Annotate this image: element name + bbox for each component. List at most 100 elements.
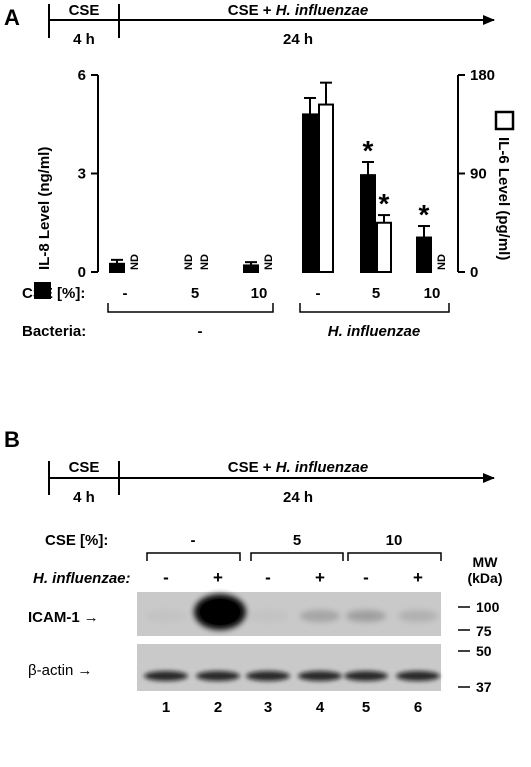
- bracket-b-cse-5: [250, 552, 344, 561]
- panel-a-label: A: [4, 5, 20, 30]
- lane-number: 4: [316, 699, 325, 716]
- timeline-b-cse-label: CSE: [69, 459, 100, 476]
- bracket-b-cse-0: [146, 552, 241, 561]
- icam-band: [398, 610, 438, 622]
- lane-number: 6: [414, 699, 422, 716]
- il8-bar: [302, 113, 318, 274]
- lane-number: 5: [362, 699, 370, 716]
- panel-b-timeline: CSE 4 h CSE + H. influenzae 24 h: [48, 459, 495, 506]
- nd-label: ND: [263, 254, 275, 270]
- actin-bands: [144, 671, 440, 681]
- timeline-b-24h-label: 24 h: [283, 489, 313, 506]
- nd-label: ND: [129, 254, 141, 270]
- panel-a-timeline: CSE 4 h CSE + H. influenzae 24 h: [48, 2, 495, 48]
- hi-sign: -: [163, 568, 169, 587]
- mw-label: MW: [473, 554, 499, 570]
- timeline-b-4h-label: 4 h: [73, 489, 95, 506]
- right-tick-label: 180: [470, 67, 495, 84]
- significance-star: *: [379, 188, 390, 219]
- panel-a-cse-values: - 5 10 - 5 10: [123, 285, 441, 302]
- mw-37: 37: [476, 679, 492, 695]
- kda-label: (kDa): [467, 570, 502, 586]
- right-tick-label: 0: [470, 264, 478, 281]
- lane-number: 1: [162, 699, 170, 716]
- actin-blot-strip: [137, 644, 441, 691]
- icam-blot-strip: [137, 592, 441, 636]
- timeline-24h-label: 24 h: [283, 31, 313, 48]
- bracket-b-cse-10: [347, 552, 442, 561]
- lane-numbers: 1 2 3 4 5 6: [162, 699, 422, 716]
- timeline-cse-label: CSE: [69, 2, 100, 19]
- hi-sign: -: [363, 568, 369, 587]
- panel-a-bars: ND**ND ND ND*ND: [109, 81, 448, 274]
- il8-bar: [243, 264, 259, 273]
- icam-band: [346, 610, 386, 622]
- actin-band: [196, 671, 240, 681]
- panel-b-hi-values: - + - + - +: [163, 568, 423, 587]
- lane-number: 3: [264, 699, 272, 716]
- panel-a-cse-row-label: CSE [%]:: [22, 285, 85, 302]
- mw-75: 75: [476, 623, 492, 639]
- hi-sign: +: [213, 568, 223, 587]
- actin-band: [246, 671, 290, 681]
- il6-legend-swatch: [494, 110, 515, 131]
- left-tick-label: 3: [78, 166, 86, 183]
- nd-label: ND: [183, 254, 195, 270]
- panel-b-hi-row-label: H. influenzae:: [33, 570, 131, 587]
- cse-value: -: [123, 285, 128, 302]
- timeline-b-cse-hi-label: CSE + H. influenzae: [228, 459, 368, 476]
- cse-value: 5: [372, 285, 380, 302]
- actin-band: [144, 671, 188, 681]
- panel-b-cse-10: 10: [386, 532, 403, 549]
- left-tick-label: 6: [78, 67, 86, 84]
- mw-100: 100: [476, 599, 500, 615]
- actin-row-label: β-actin →: [28, 662, 92, 679]
- icam-row-label: ICAM-1 →: [28, 609, 99, 626]
- il8-legend-swatch: [34, 282, 51, 299]
- panel-a-bacteria-row-label: Bacteria:: [22, 323, 86, 340]
- actin-band: [344, 671, 388, 681]
- hi-sign: +: [315, 568, 325, 587]
- mw-markers: 100 75 50 37: [458, 599, 500, 695]
- right-tick-label: 90: [470, 166, 487, 183]
- significance-star: *: [419, 199, 430, 230]
- significance-star: *: [363, 135, 374, 166]
- hi-sign: +: [413, 568, 423, 587]
- icam-bands: [146, 594, 438, 630]
- hi-sign: -: [265, 568, 271, 587]
- bacteria-hi-label: H. influenzae: [328, 323, 421, 340]
- panel-a-group-brackets: [107, 303, 450, 313]
- il6-bar: [376, 221, 392, 273]
- nd-label: ND: [199, 254, 211, 270]
- axis-ticks: 0 3 6 0 90 180: [78, 67, 495, 281]
- cse-value: 10: [251, 285, 268, 302]
- actin-band: [298, 671, 342, 681]
- left-tick-label: 0: [78, 264, 86, 281]
- icam-band: [146, 610, 186, 622]
- icam-band-core: [200, 599, 240, 625]
- il8-bar: [416, 236, 432, 273]
- panel-a-axes: 0 3 6 0 90 180 IL-8 Level (ng/ml) IL-6 Level …: [34, 67, 515, 299]
- timeline-cse-hi-label: CSE + H. influenzae: [228, 2, 368, 19]
- il8-bar: [360, 174, 376, 273]
- cse-value: 10: [424, 285, 441, 302]
- il8-bar: [109, 262, 125, 273]
- right-axis-title: IL-6 Level (pg/ml): [495, 137, 512, 260]
- nd-label: ND: [436, 254, 448, 270]
- panel-b-cse-5: 5: [293, 532, 301, 549]
- il6-bar: [318, 103, 334, 273]
- panel-b-cse-0: -: [191, 532, 196, 549]
- icam-band: [300, 610, 340, 622]
- left-axis-title: IL-8 Level (ng/ml): [36, 147, 53, 270]
- mw-50: 50: [476, 643, 492, 659]
- western-blot: [137, 592, 441, 691]
- cse-value: 5: [191, 285, 199, 302]
- actin-band: [396, 671, 440, 681]
- timeline-4h-label: 4 h: [73, 31, 95, 48]
- bracket-h-influenzae: [299, 303, 450, 313]
- lane-number: 2: [214, 699, 222, 716]
- panel-b-cse-row-label: CSE [%]:: [45, 532, 108, 549]
- bacteria-none-label: -: [198, 323, 203, 340]
- cse-value: -: [316, 285, 321, 302]
